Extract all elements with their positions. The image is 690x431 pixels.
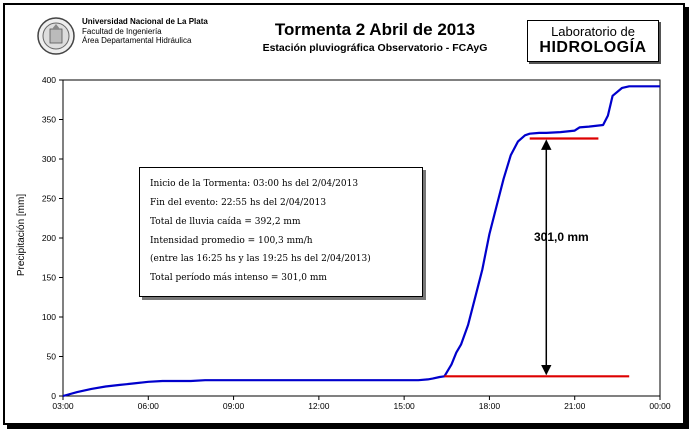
y-tick-label: 50 [47, 352, 57, 362]
university-seal-icon [36, 16, 76, 61]
storm-info-box: Inicio de la Tormenta: 03:00 hs del 2/04… [139, 167, 423, 297]
x-tick-label: 18:00 [479, 401, 501, 411]
y-tick-label: 200 [42, 233, 56, 243]
info-line-intense-total: Total período más intenso = 301,0 mm [150, 273, 327, 283]
university-name: Universidad Nacional de La Plata Faculta… [82, 17, 208, 46]
y-tick-label: 150 [42, 273, 56, 283]
x-tick-label: 06:00 [138, 401, 160, 411]
chart-title: Tormenta 2 Abril de 2013 [274, 20, 476, 39]
y-axis-label: Precipitación [mm] [16, 194, 27, 276]
y-tick-label: 0 [51, 391, 56, 401]
info-line-end: Fin del evento: 22:55 hs del 2/04/2013 [150, 198, 327, 208]
y-tick-label: 250 [42, 194, 56, 204]
chart-subtitle: Estación pluviográfica Observatorio - FC… [262, 42, 488, 54]
university-line-2: Facultad de Ingeniería [82, 26, 162, 36]
university-line-3: Área Departamental Hidráulica [82, 36, 192, 45]
x-tick-label: 15:00 [394, 401, 416, 411]
x-tick-label: 00:00 [649, 401, 671, 411]
university-line-1: Universidad Nacional de La Plata [82, 17, 208, 26]
cumulative-rainfall-line [62, 85, 660, 398]
info-line-start: Inicio de la Tormenta: 03:00 hs del 2/04… [150, 179, 359, 189]
x-tick-label: 03:00 [52, 401, 74, 411]
lab-logo: Laboratorio de HIDROLOGÍA [527, 20, 659, 62]
y-tick-label: 400 [42, 75, 56, 85]
y-tick-label: 300 [42, 154, 56, 164]
info-line-total: Total de lluvia caída = 392,2 mm [150, 217, 301, 227]
x-tick-label: 21:00 [564, 401, 586, 411]
x-tick-label: 09:00 [223, 401, 245, 411]
x-tick-label: 12:00 [308, 401, 330, 411]
lab-logo-line-1: Laboratorio de [551, 24, 635, 39]
y-tick-label: 100 [42, 312, 56, 322]
y-tick-label: 350 [42, 115, 56, 125]
lab-logo-line-2: HIDROLOGÍA [539, 39, 647, 56]
info-line-interval: (entre las 16:25 hs y las 19:25 hs del 2… [150, 254, 371, 264]
info-line-intensity: Intensidad promedio = 100,3 mm/h [150, 236, 313, 246]
intense-period-label: 301,0 mm [534, 230, 589, 244]
